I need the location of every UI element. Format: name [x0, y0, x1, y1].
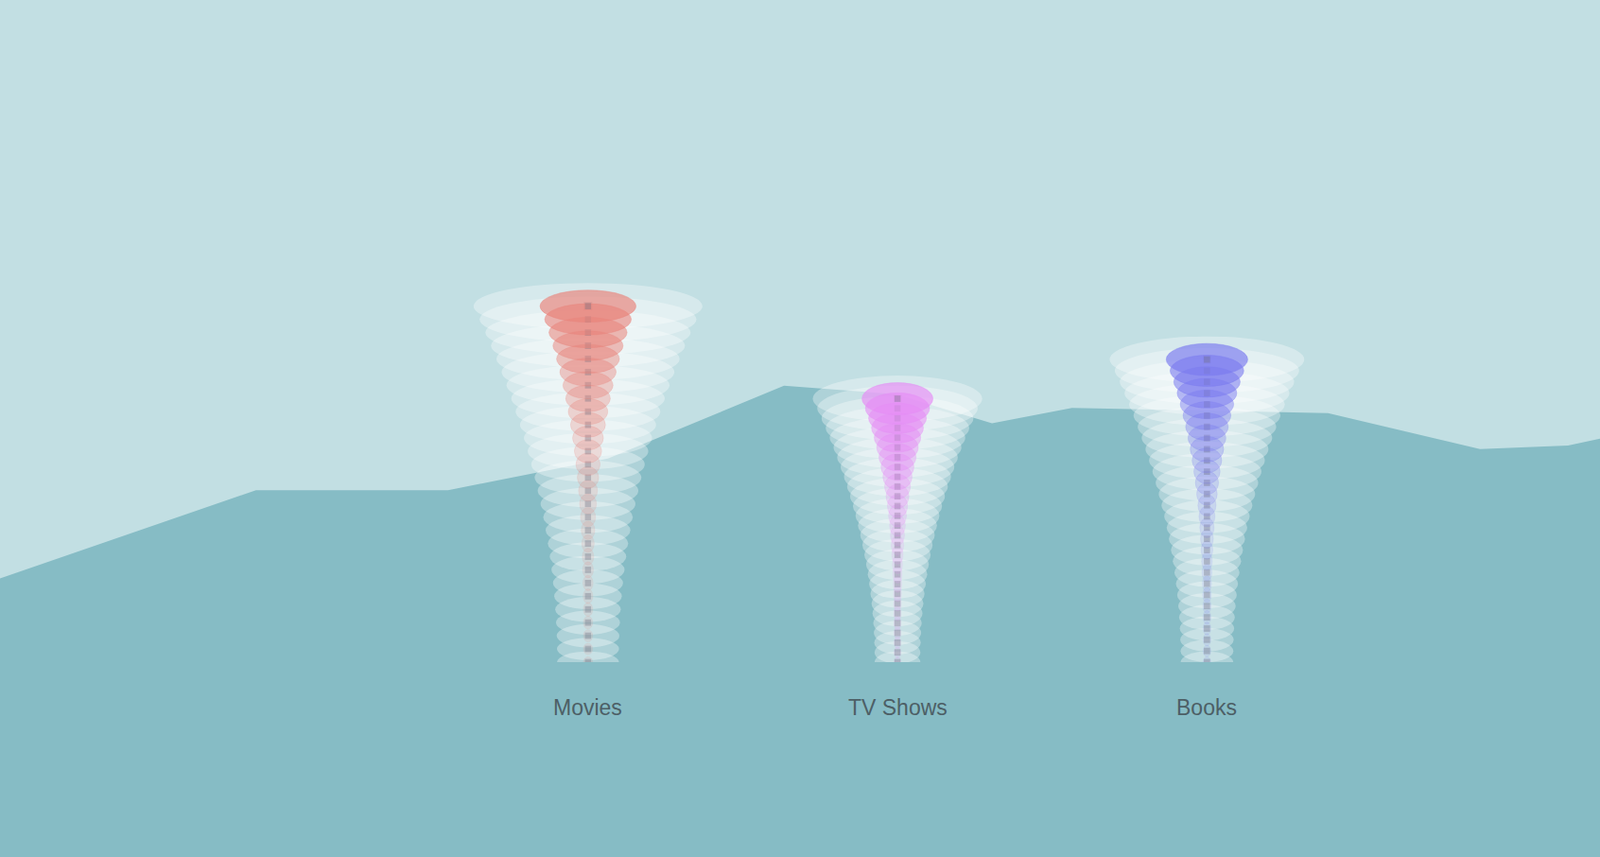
svg-text:Movies: Movies: [553, 695, 623, 720]
svg-text:TV Shows: TV Shows: [848, 695, 948, 720]
svg-text:Books: Books: [1176, 695, 1237, 720]
